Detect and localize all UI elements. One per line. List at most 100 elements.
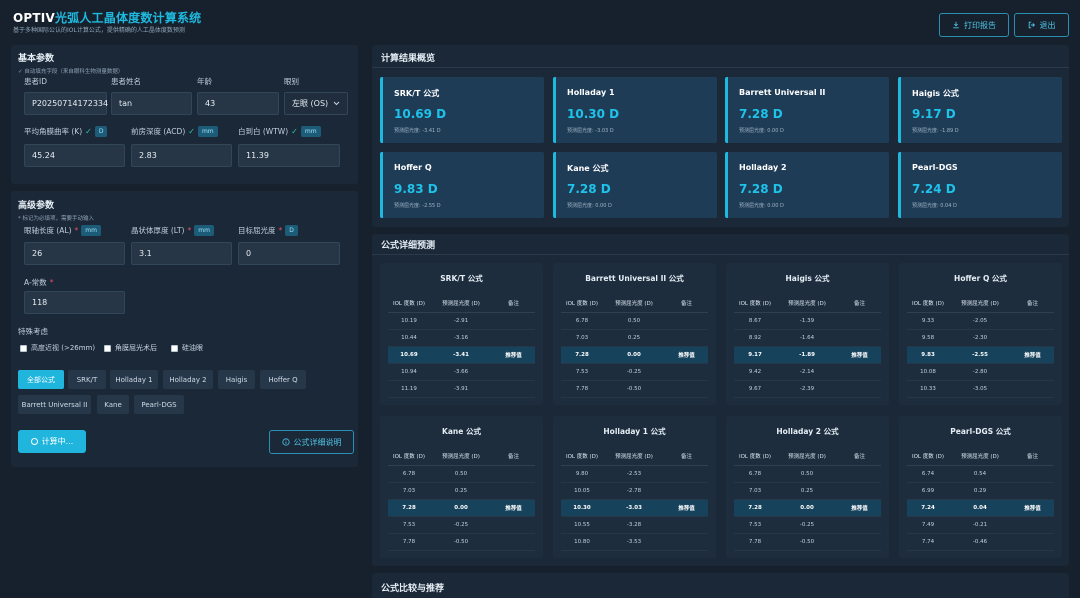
table-row: 7.53 -0.25 [388,516,535,534]
table-row: 7.03 0.25 [388,482,535,500]
table-row: 6.78 0.50 [561,312,708,330]
predicted-refraction-cell: -0.25 [603,363,665,381]
predicted-refraction-cell: -2.39 [776,380,838,398]
k-input[interactable]: 45.24 [24,144,125,167]
post-refractive-checkbox[interactable]: 角膜屈光术后 [104,343,157,353]
print-report-button[interactable]: 打印报告 [939,13,1009,37]
lt-input[interactable]: 3.1 [131,242,232,265]
formula-table-title: Barrett Universal II 公式 [585,274,684,283]
formula-filter-srkt[interactable]: SRK/T [68,370,106,389]
iol-power-cell: 7.53 [388,516,430,534]
acd-input[interactable]: 2.83 [131,144,232,167]
table-row: 7.03 0.25 [561,329,708,347]
formula-filter-all[interactable]: 全部公式 [18,370,64,389]
formula-table-title: Pearl-DGS 公式 [950,427,1011,436]
lt-label: 晶状体厚度 (LT) * mm [131,225,214,236]
remark-cell: 推荐值 [492,346,535,364]
wtw-input[interactable]: 11.39 [238,144,340,167]
formula-filter-kane[interactable]: Kane [97,395,129,414]
table-row: 7.24 0.04 推荐值 [907,499,1054,517]
table-row: 8.92 -1.64 [734,329,881,347]
table-row: 8.67 -1.39 [734,312,881,330]
table-row: 9.83 -2.55 推荐值 [907,346,1054,364]
logout-icon [1028,21,1035,29]
formula-filter-hofferq[interactable]: Hoffer Q [260,370,306,389]
download-icon [953,21,959,29]
table-row: 9.80 -2.53 [561,465,708,483]
remark-cell [492,533,535,551]
basic-params-title: 基本参数 [18,54,55,64]
patient-id-input[interactable]: P20250714172334 [24,92,108,115]
check-icon: ✓ [85,127,92,136]
formula-filter-pearl[interactable]: Pearl-DGS [134,395,184,414]
remark-cell [665,312,708,330]
remark-cell: 推荐值 [1011,499,1054,517]
remark-cell [492,363,535,381]
remark-cell [838,363,881,381]
logout-button[interactable]: 退出 [1014,13,1069,37]
al-input[interactable]: 26 [24,242,125,265]
predicted-refraction-cell: 0.29 [949,482,1011,500]
iol-power-cell: 6.78 [388,465,430,483]
summary-title: 计算结果概览 [381,54,436,64]
predicted-refraction-cell: -3.05 [949,380,1011,398]
predicted-refraction-cell: -0.50 [776,533,838,551]
eye-select[interactable]: 左眼 (OS) [284,92,348,115]
formula-details-button[interactable]: 公式详细说明 [269,430,354,454]
formula-filter-haigis[interactable]: Haigis [218,370,255,389]
result-card-kane: Kane 公式 7.28 D 预测屈光度: 0.00 D [553,152,717,218]
iol-power-cell: 9.58 [907,329,949,347]
table-row: 10.69 -3.41 推荐值 [388,346,535,364]
divider [372,67,1069,68]
formula-filter-holladay2[interactable]: Holladay 2 [163,370,213,389]
acd-label: 前房深度 (ACD) ✓ mm [131,126,218,137]
column-header: IOL 度数 (D) [561,448,603,466]
calculate-button[interactable]: 计算中... [18,430,86,453]
patient-name-input[interactable]: tan [111,92,192,115]
predicted-refraction-cell: -0.25 [430,516,492,534]
check-icon: ✓ [291,127,298,136]
high-myopia-checkbox[interactable]: 高度近视 (>26mm) [20,343,95,353]
remark-cell [838,329,881,347]
remark-cell [665,533,708,551]
silicone-oil-checkbox[interactable]: 硅油眼 [171,343,203,353]
column-header: IOL 度数 (D) [561,295,603,313]
target-input[interactable]: 0 [238,242,340,265]
app-header: OPTIV光弧人工晶体度数计算系统 基于多种国际公认的IOL计算公式，提供精确的… [0,0,1080,42]
app-subtitle: 基于多种国际公认的IOL计算公式，提供精确的人工晶体度数预测 [13,27,185,34]
iol-power-cell: 7.24 [907,499,949,517]
remark-cell [492,329,535,347]
iol-power-cell: 10.69 [388,346,430,364]
predicted-refraction-cell: -3.91 [430,380,492,398]
table-row: 6.78 0.50 [388,465,535,483]
loading-spinner-icon [30,438,38,445]
formula-filter-barrett[interactable]: Barrett Universal II [18,395,91,414]
remark-cell [665,363,708,381]
a-constant-input[interactable]: 118 [24,291,125,314]
table-row: 10.55 -3.28 [561,516,708,534]
remark-cell [838,533,881,551]
table-row: 7.28 0.00 推荐值 [388,499,535,517]
table-row: 10.19 -2.91 [388,312,535,330]
table-row: 10.33 -3.05 [907,380,1054,398]
prediction-table: IOL 度数 (D) 预测屈光度 (D) 备注 8.67 -1.39 8.92 -1.64 9… [734,295,881,398]
iol-power-cell: 6.78 [561,312,603,330]
predicted-refraction-cell: -3.41 [430,346,492,364]
result-card-barrett: Barrett Universal II 7.28 D 预测屈光度: 0.00 D [725,77,889,143]
iol-power-cell: 9.17 [734,346,776,364]
advanced-params-title: 高级参数 [18,201,55,211]
remark-cell [838,312,881,330]
column-header: 预测屈光度 (D) [776,295,838,313]
column-header: 备注 [665,448,708,466]
formula-table-pearl: Pearl-DGS 公式 IOL 度数 (D) 预测屈光度 (D) 备注 6.74 0.5… [899,416,1062,558]
predicted-refraction-cell: 0.50 [776,465,838,483]
age-input[interactable]: 43 [197,92,279,115]
remark-cell [1011,363,1054,381]
predicted-refraction-cell: -0.50 [603,380,665,398]
remark-cell [1011,533,1054,551]
formula-filter-holladay1[interactable]: Holladay 1 [110,370,158,389]
iol-power-cell: 10.05 [561,482,603,500]
formula-table-title: Holladay 1 公式 [603,427,666,436]
table-row: 7.78 -0.50 [734,533,881,551]
predicted-refraction-cell: 0.00 [776,499,838,517]
